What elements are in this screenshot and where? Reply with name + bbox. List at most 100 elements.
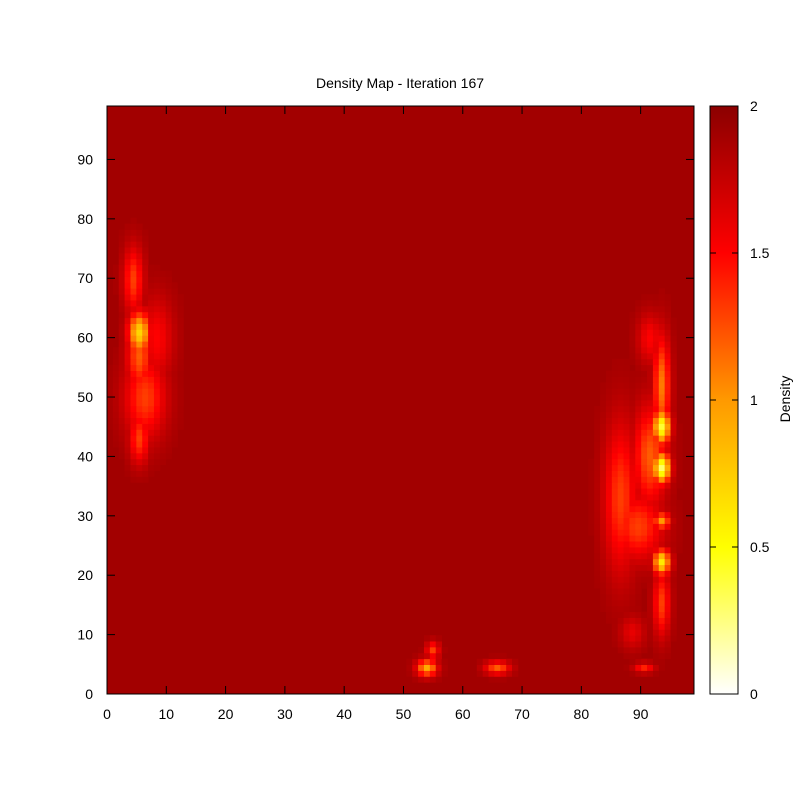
heatmap-cell — [652, 447, 660, 454]
heatmap-cell — [594, 499, 601, 507]
heatmap-cell — [171, 341, 178, 348]
heatmap-background — [107, 106, 694, 694]
plot-frame — [106, 105, 695, 695]
y-tick-label: 50 — [77, 389, 93, 405]
heatmap-cell — [664, 470, 671, 477]
heatmap-cell — [658, 470, 666, 477]
heatmap-cell — [611, 470, 619, 477]
heatmap-cell — [153, 394, 161, 401]
heatmap-cell — [136, 335, 143, 342]
heatmap-cell — [412, 664, 419, 671]
heatmap-cell — [652, 482, 660, 489]
heatmap-cell — [617, 505, 624, 513]
heatmap-cell — [159, 382, 167, 389]
heatmap-cell — [635, 552, 642, 560]
heatmap-cell — [641, 311, 648, 319]
heatmap-cell — [611, 623, 619, 630]
heatmap-cell — [600, 417, 607, 424]
heatmap-cell — [617, 441, 624, 448]
x-tick-label: 20 — [218, 706, 234, 722]
heatmap-cell — [136, 276, 143, 283]
heatmap-cell — [588, 499, 595, 507]
heatmap-cell — [629, 323, 636, 330]
heatmap-cell — [635, 370, 642, 377]
heatmap-cell — [670, 376, 677, 383]
heatmap-cell — [512, 664, 519, 671]
heatmap-cell — [670, 358, 677, 366]
heatmap-cell — [171, 317, 178, 324]
heatmap-cell — [647, 376, 654, 383]
heatmap-cell — [629, 464, 636, 471]
heatmap-cell — [148, 382, 155, 389]
heatmap-cell — [159, 400, 167, 407]
heatmap-cell — [142, 464, 149, 471]
heatmap-cell — [124, 300, 131, 307]
heatmap-cell — [611, 400, 619, 407]
heatmap-cell — [629, 370, 636, 377]
heatmap-cell — [594, 411, 601, 419]
heatmap-cell — [594, 488, 601, 495]
heatmap-cell — [142, 352, 149, 360]
heatmap-cell — [641, 570, 648, 577]
heatmap-cell — [658, 405, 666, 413]
heatmap-cell — [107, 364, 114, 371]
heatmap-cell — [676, 482, 683, 489]
heatmap-cell — [130, 276, 137, 283]
colorbar-tick-label: 2 — [750, 98, 758, 114]
heatmap-cell — [652, 417, 660, 424]
heatmap-cell — [658, 329, 666, 336]
heatmap-cell — [611, 576, 619, 583]
heatmap-cell — [124, 305, 131, 313]
heatmap-cell — [623, 470, 630, 477]
heatmap-cell — [153, 347, 161, 354]
heatmap-cell — [159, 364, 167, 371]
heatmap-cell — [588, 488, 595, 495]
heatmap-cell — [641, 511, 648, 518]
heatmap-cell — [148, 388, 155, 395]
heatmap-cell — [506, 670, 513, 677]
heatmap-cell — [623, 605, 630, 613]
heatmap-cell — [142, 288, 149, 295]
heatmap-cell — [617, 494, 624, 501]
heatmap-cell — [641, 576, 648, 583]
heatmap-cell — [130, 400, 137, 407]
heatmap-cell — [647, 329, 654, 336]
heatmap-cell — [658, 652, 666, 660]
heatmap-cell — [635, 435, 642, 442]
heatmap-cell — [165, 300, 172, 307]
heatmap-cell — [635, 564, 642, 571]
heatmap-cell — [652, 499, 660, 507]
heatmap-cell — [165, 323, 172, 330]
heatmap-cells — [107, 106, 694, 694]
heatmap-cell — [148, 264, 155, 272]
heatmap-cell — [676, 458, 683, 466]
colorbar-tick-label: 0.5 — [750, 539, 770, 555]
heatmap-cell — [623, 452, 630, 460]
heatmap-cell — [476, 658, 484, 665]
heatmap-cell — [652, 441, 660, 448]
heatmap-cell — [611, 405, 619, 413]
heatmap-cell — [664, 441, 671, 448]
heatmap-cell — [159, 423, 167, 430]
heatmap-cell — [676, 547, 683, 554]
heatmap-cell — [153, 294, 161, 301]
heatmap-cell — [171, 347, 178, 354]
heatmap-cell — [118, 341, 126, 348]
heatmap-cell — [130, 347, 137, 354]
heatmap-cell — [142, 394, 149, 401]
heatmap-cell — [418, 670, 425, 677]
heatmap-cell — [605, 411, 613, 419]
heatmap-cell — [617, 629, 624, 636]
heatmap-cell — [617, 435, 624, 442]
heatmap-cell — [506, 658, 513, 665]
heatmap-cell — [142, 364, 149, 371]
heatmap-cell — [130, 317, 137, 324]
heatmap-cell — [118, 388, 126, 395]
heatmap-cell — [629, 341, 636, 348]
heatmap-cell — [429, 670, 437, 677]
heatmap-cell — [617, 588, 624, 595]
heatmap-cell — [142, 382, 149, 389]
heatmap-cell — [165, 394, 172, 401]
heatmap-cell — [423, 641, 431, 648]
heatmap-cell — [412, 676, 419, 683]
